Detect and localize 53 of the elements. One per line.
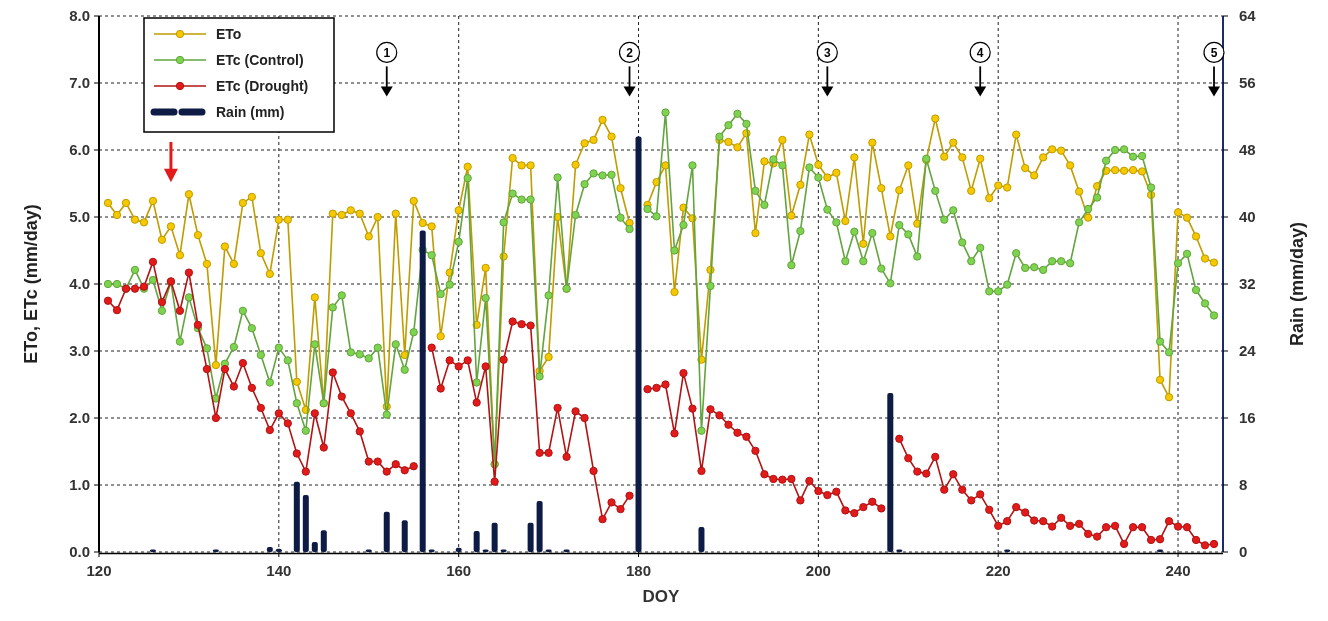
bar <box>149 549 156 552</box>
y-tick-label: 6.0 <box>69 141 90 159</box>
y2-tick-label: 56 <box>1239 74 1256 92</box>
bar <box>320 530 327 552</box>
y-tick-label: 2.0 <box>69 409 90 427</box>
bar <box>293 481 300 552</box>
x-axis-title: DOY <box>642 587 681 606</box>
x-tick-label: 160 <box>446 562 472 579</box>
legend-label: ETo <box>216 25 242 42</box>
y-tick-label: 0.0 <box>69 543 90 561</box>
bar <box>302 495 309 552</box>
bar <box>311 541 318 552</box>
bar <box>887 392 894 552</box>
bar <box>635 136 642 552</box>
bar <box>1157 549 1164 552</box>
bar <box>401 520 408 552</box>
x-tick-label: 200 <box>805 562 831 579</box>
bar <box>698 526 705 552</box>
y2-tick-label: 48 <box>1239 141 1256 159</box>
y-tick-label: 3.0 <box>69 342 90 360</box>
y-tick-label: 7.0 <box>69 74 90 92</box>
y2-tick-label: 16 <box>1239 409 1256 427</box>
bar <box>383 511 390 552</box>
bar <box>536 500 543 552</box>
y2-tick-label: 40 <box>1239 208 1256 226</box>
y2-tick-label: 8 <box>1239 476 1248 494</box>
x-tick-label: 220 <box>985 562 1011 579</box>
bar <box>491 522 498 552</box>
x-tick-label: 140 <box>266 562 292 579</box>
x-tick-label: 120 <box>86 562 112 579</box>
y2-tick-label: 64 <box>1239 7 1257 25</box>
x-tick-label: 180 <box>626 562 652 579</box>
annotation: 5 <box>1210 45 1218 60</box>
y-axis-title: ETo, ETc (mm/day) <box>21 204 41 364</box>
y-tick-label: 8.0 <box>69 7 90 25</box>
bar <box>527 522 534 552</box>
annotation: 3 <box>824 45 832 60</box>
legend-label: ETc (Control) <box>216 51 304 68</box>
annotation: 1 <box>383 45 391 60</box>
y2-tick-label: 32 <box>1239 275 1256 293</box>
y2-axis-title: Rain (mm/day) <box>1287 221 1307 347</box>
bar <box>473 531 480 552</box>
y2-tick-label: 0 <box>1239 543 1248 561</box>
x-tick-label: 240 <box>1165 562 1191 579</box>
bar <box>266 546 273 552</box>
y-tick-label: 4.0 <box>69 275 90 293</box>
y-tick-label: 5.0 <box>69 208 90 226</box>
annotation: 4 <box>976 45 984 60</box>
legend-label: ETc (Drought) <box>216 77 309 94</box>
y2-tick-label: 24 <box>1239 342 1257 360</box>
y-tick-label: 1.0 <box>69 476 90 494</box>
annotation: 2 <box>626 45 634 60</box>
legend-label: Rain (mm) <box>216 103 285 120</box>
